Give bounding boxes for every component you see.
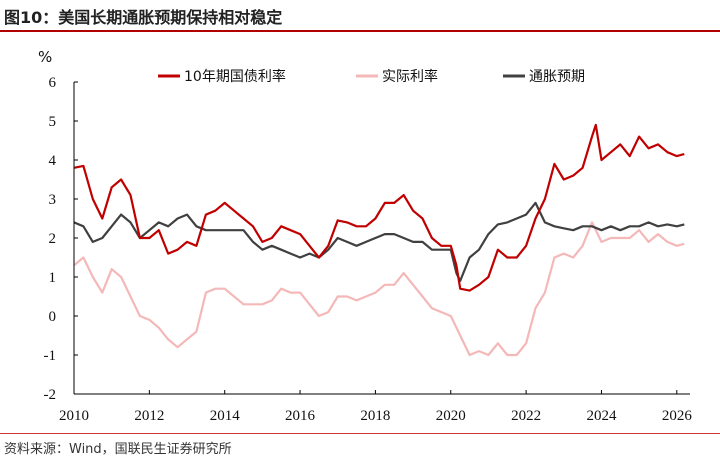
x-tick-label: 2014: [210, 408, 241, 424]
axes: -2 -1 0 1 2 3 4 5 6 2010 2012 2014 2016 2018 2020 2022 2…: [44, 75, 693, 424]
x-tick-label: 2012: [134, 408, 164, 424]
figure-title: 图10：美国长期通胀预期保持相对稳定: [4, 8, 283, 27]
legend-label-real-rate: 实际利率: [382, 68, 438, 85]
legend: 10年期国债利率 实际利率 通胀预期: [158, 68, 585, 85]
y-tick-label: 6: [49, 75, 57, 91]
series-line-inflation-expectation: [73, 201, 685, 282]
y-tick-label: 4: [49, 153, 57, 169]
x-tick-label: 2022: [511, 408, 541, 424]
legend-label-inflation-expectation: 通胀预期: [529, 69, 585, 85]
series-line-real-rate: [73, 221, 685, 357]
title-divider: [0, 30, 720, 32]
x-tick-label: 2018: [360, 408, 390, 424]
x-tick-label: 2020: [436, 408, 466, 424]
y-tick-label: 0: [49, 309, 57, 325]
legend-label-10y-yield: 10年期国债利率: [184, 68, 286, 85]
x-tick-label: 2016: [285, 408, 316, 424]
y-tick-label: 1: [49, 270, 57, 286]
x-tick-label: 2026: [662, 408, 693, 424]
plot-area: [73, 123, 685, 357]
source-note: 资料来源：Wind，国联民生证券研究所: [4, 442, 232, 457]
y-tick-label: -1: [44, 348, 57, 364]
series-line-10y-yield: [73, 123, 685, 292]
y-tick-label: 2: [49, 231, 57, 247]
x-tick-label: 2024: [586, 408, 617, 424]
x-tick-label: 2010: [59, 408, 89, 424]
y-axis-unit: %: [38, 48, 52, 66]
y-tick-label: 3: [49, 192, 57, 208]
y-tick-label: 5: [49, 114, 57, 130]
line-chart: % 10年期国债利率 实际利率 通胀预期 -2 -1 0 1 2 3 4 5 6 2010 2012…: [38, 48, 693, 424]
source-divider: [0, 433, 720, 434]
y-tick-label: -2: [44, 387, 57, 403]
